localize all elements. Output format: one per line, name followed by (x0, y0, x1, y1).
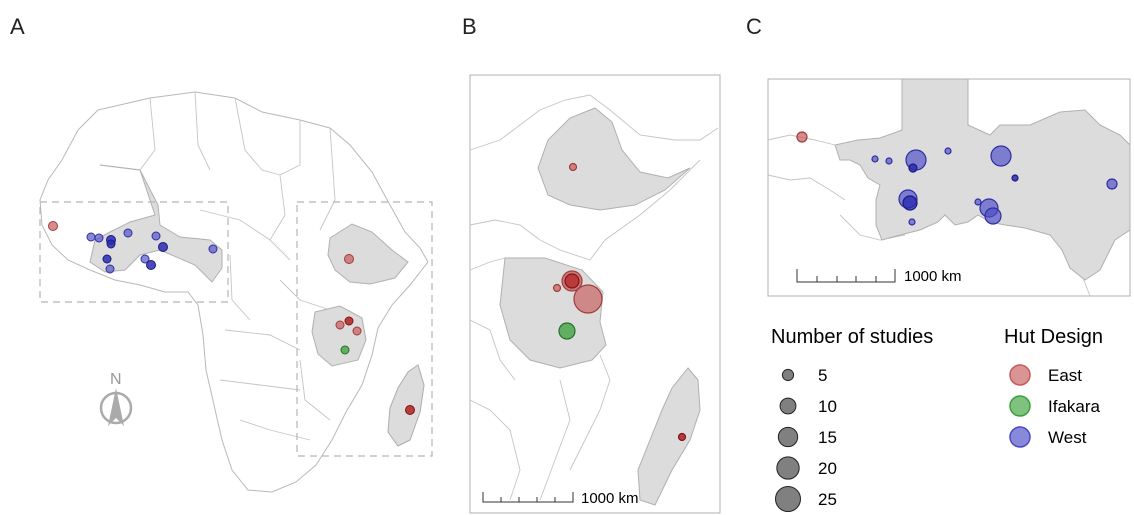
legend-size-symbol (777, 426, 799, 448)
study-point (102, 254, 112, 264)
panel-label-a: A (10, 14, 25, 39)
study-point (568, 162, 578, 172)
study-point (151, 231, 161, 241)
study-point (552, 283, 562, 293)
north-arrow-label: N (110, 371, 122, 388)
legend-color-label: Ifakara (1048, 397, 1101, 416)
legend-color-swatch (1009, 364, 1031, 386)
study-point (146, 260, 156, 270)
legend-color-entries: East Ifakara West (1009, 364, 1101, 448)
panel-label-c: C (746, 14, 762, 39)
legend-size-symbol (779, 397, 797, 415)
legend-size-title: Number of studies (771, 326, 933, 348)
study-point (558, 322, 576, 340)
study-points-a (48, 221, 415, 415)
study-point (885, 157, 893, 165)
study-point (908, 218, 916, 226)
study-point (86, 232, 96, 242)
study-point (48, 221, 58, 231)
study-point (677, 432, 687, 442)
scalebar-c (796, 269, 896, 283)
study-point (984, 207, 1002, 225)
africa-outline (39, 91, 429, 493)
study-point (123, 228, 133, 238)
highlight-ethiopia (327, 223, 409, 285)
legend-size-label: 20 (818, 459, 837, 478)
study-point (564, 273, 580, 289)
scalebar-c-label: 1000 km (904, 268, 962, 285)
panel-c-map: 1000 km (767, 78, 1131, 297)
legend: Number of studies 5 10 15 20 25 Hut Design E… (771, 326, 1103, 512)
study-point (344, 254, 354, 264)
study-point (573, 284, 603, 314)
study-point (335, 320, 345, 330)
b-highlight-madagascar (637, 367, 701, 506)
legend-size-symbol (781, 368, 795, 382)
study-point (796, 131, 808, 143)
study-point (158, 242, 168, 252)
legend-size-symbol (775, 486, 801, 512)
legend-color-title: Hut Design (1004, 326, 1103, 348)
legend-size-symbol (776, 456, 800, 480)
panel-b-borders (469, 94, 719, 501)
study-point (352, 326, 362, 336)
study-point (140, 254, 150, 264)
study-point (208, 244, 218, 254)
study-point (105, 264, 115, 274)
study-point (405, 405, 415, 415)
panel-a-map: N (39, 91, 433, 493)
legend-color-label: East (1048, 366, 1082, 385)
c-highlight-west-africa (834, 78, 1131, 281)
study-point (340, 345, 350, 355)
north-arrow: N (99, 371, 133, 426)
study-points-c (796, 131, 1118, 226)
inset-box-east (296, 201, 433, 457)
legend-color-swatch (1009, 395, 1031, 417)
study-point (908, 163, 918, 173)
legend-size-label: 10 (818, 397, 837, 416)
scalebar-b (482, 492, 574, 503)
study-point (974, 198, 982, 206)
legend-size-label: 5 (818, 366, 827, 385)
panel-b-frame (469, 74, 721, 514)
legend-size-entries: 5 10 15 20 25 (775, 366, 837, 512)
study-point (1011, 174, 1019, 182)
highlight-madagascar (387, 364, 425, 447)
study-point (106, 239, 116, 249)
b-highlight-ethiopia (537, 107, 691, 211)
study-point (94, 233, 104, 243)
study-point (944, 147, 952, 155)
legend-size-label: 25 (818, 490, 837, 509)
study-point (871, 155, 879, 163)
scalebar-b-label: 1000 km (581, 490, 639, 507)
study-points-b (552, 162, 687, 442)
legend-size-label: 15 (818, 428, 837, 447)
compass-arrow-icon (108, 388, 124, 426)
study-point (902, 195, 918, 211)
legend-color-label: West (1048, 428, 1087, 447)
study-point (344, 316, 354, 326)
panel-b-map: 1000 km (469, 74, 721, 514)
panel-label-b: B (462, 14, 477, 39)
legend-color-swatch (1009, 426, 1031, 448)
country-borders (99, 91, 336, 441)
study-point (1106, 178, 1118, 190)
highlight-west-africa (89, 164, 223, 283)
study-point (990, 145, 1012, 167)
